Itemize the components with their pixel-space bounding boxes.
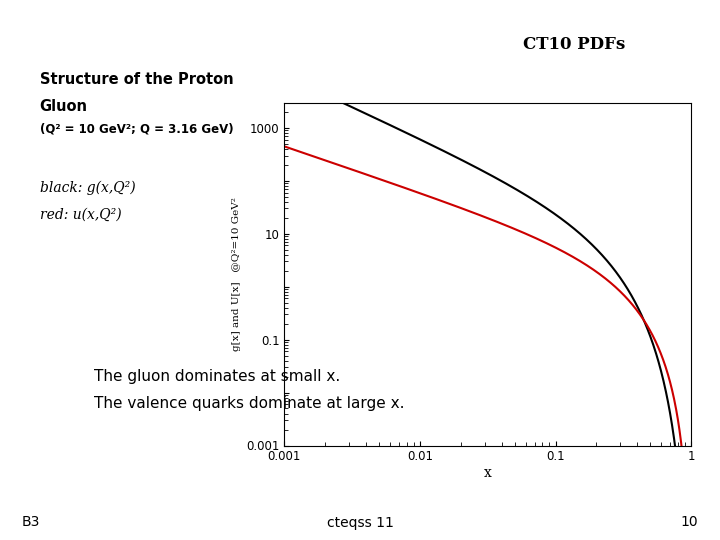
X-axis label: x: x [484,466,492,480]
Text: The valence quarks dominate at large x.: The valence quarks dominate at large x. [94,396,404,411]
Text: black: g(x,Q²): black: g(x,Q²) [40,180,135,195]
Text: Structure of the Proton: Structure of the Proton [40,72,233,87]
Text: 10: 10 [681,516,698,530]
Text: The gluon dominates at small x.: The gluon dominates at small x. [94,369,340,384]
Text: (Q² = 10 GeV²; Q = 3.16 GeV): (Q² = 10 GeV²; Q = 3.16 GeV) [40,122,233,136]
Text: cteqss 11: cteqss 11 [327,516,393,530]
Text: B3: B3 [22,516,40,530]
Text: red: u(x,Q²): red: u(x,Q²) [40,208,121,222]
Text: Gluon: Gluon [40,99,88,114]
Y-axis label: g[x] and U[x]   @Q²=10 GeV²: g[x] and U[x] @Q²=10 GeV² [232,197,240,351]
Text: CT10 PDFs: CT10 PDFs [523,36,626,53]
